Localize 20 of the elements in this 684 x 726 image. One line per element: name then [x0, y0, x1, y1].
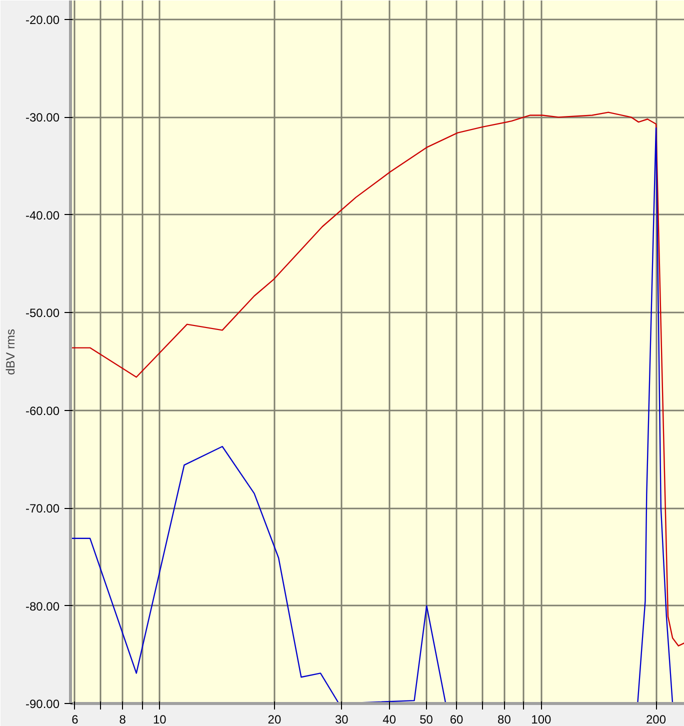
x-tick-label: 200	[646, 712, 666, 726]
x-tick-label: 20	[268, 712, 282, 726]
x-tick-label: 100	[531, 712, 552, 726]
y-tick-label: -70.00	[25, 502, 60, 516]
y-tick-label: -30.00	[25, 110, 60, 125]
x-tick-label: 8	[119, 712, 126, 726]
x-tick-label: 60	[450, 712, 464, 726]
y-tick-label: -80.00	[25, 599, 60, 614]
x-tick-label: 30	[334, 712, 349, 726]
y-tick-label: -50.00	[25, 306, 60, 320]
x-tick-label: 6	[72, 712, 79, 726]
y-tick-label: -90.00	[25, 697, 60, 711]
y-tick-label: -20.00	[25, 12, 60, 27]
y-tick-label: -40.00	[25, 208, 60, 222]
y-axis-title: dBV rms	[3, 328, 18, 376]
y-tick-label: -60.00	[25, 404, 60, 418]
x-tick-label: 40	[382, 712, 396, 726]
x-tick-label: 80	[498, 712, 512, 726]
x-tick-label: 50	[420, 712, 434, 726]
x-tick-label: 10	[152, 712, 167, 726]
